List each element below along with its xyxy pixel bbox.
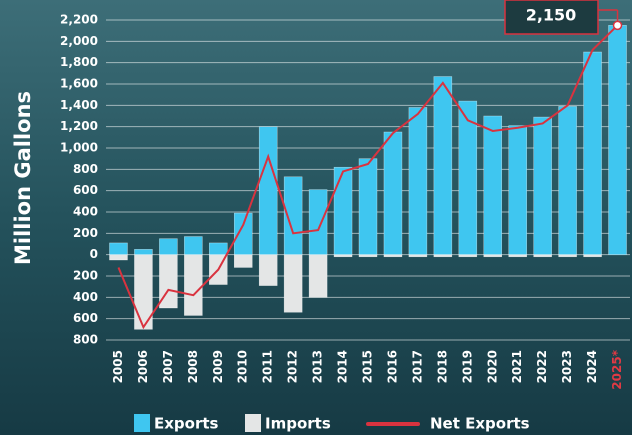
x-tick-label: 2018 [435, 350, 449, 383]
x-tick-label: 2017 [410, 350, 424, 383]
bar [284, 255, 302, 313]
annotation-point [614, 21, 622, 29]
legend-swatch [245, 414, 261, 432]
x-tick-label: 2006 [136, 350, 150, 383]
y-tick-label: 1,600 [60, 77, 98, 91]
bar [509, 126, 527, 255]
bar [234, 255, 252, 268]
x-tick-label: 2013 [311, 350, 325, 383]
bar [109, 243, 127, 255]
bar [159, 239, 177, 255]
y-tick-label: 1,200 [60, 119, 98, 133]
y-axis-title: Million Gallons [11, 91, 35, 265]
y-tick-label: 400 [73, 205, 98, 219]
y-tick-label: 800 [73, 162, 98, 176]
y-tick-label: 1,400 [60, 98, 98, 112]
legend-label: Exports [154, 415, 219, 433]
x-tick-label: 2020 [485, 350, 499, 383]
x-tick-label: 2009 [211, 350, 225, 383]
bar [334, 255, 352, 257]
bar [534, 255, 552, 257]
bar [584, 52, 602, 255]
bar [559, 255, 577, 257]
bar [434, 77, 452, 255]
bar [459, 101, 477, 255]
x-tick-label: 2008 [186, 350, 200, 383]
y-tick-label: 600 [73, 183, 98, 197]
x-tick-label: 2019 [460, 350, 474, 383]
bar [359, 255, 377, 257]
bar [384, 132, 402, 255]
bar [259, 255, 277, 286]
bar [459, 255, 477, 257]
x-tick-label: 2012 [286, 350, 300, 383]
bar [559, 106, 577, 254]
y-tick-label: 200 [73, 269, 98, 283]
bar [234, 213, 252, 255]
x-tick-label: 2014 [336, 350, 350, 383]
x-tick-label: 2011 [261, 350, 275, 383]
bar [534, 117, 552, 255]
legend-swatch [134, 414, 150, 432]
legend-label: Imports [265, 415, 331, 433]
y-tick-label: 0 [90, 247, 98, 261]
x-tick-label: 2025* [610, 349, 624, 389]
bar [484, 116, 502, 255]
bar [109, 255, 127, 260]
y-tick-label: 600 [73, 311, 98, 325]
bar [209, 243, 227, 255]
x-tick-label: 2024 [585, 350, 599, 383]
x-tick-label: 2010 [236, 350, 250, 383]
x-tick-label: 2021 [510, 350, 524, 383]
x-tick-label: 2023 [560, 350, 574, 383]
bar [384, 255, 402, 257]
bar [434, 255, 452, 257]
bar [184, 255, 202, 316]
bar [359, 159, 377, 255]
x-tick-label: 2005 [111, 350, 125, 383]
bar [484, 255, 502, 257]
chart: Million Gallons 2,200 2,000 1,800 1,600 1,40… [0, 0, 632, 435]
bar [409, 255, 427, 257]
data-label: 2,150 [526, 6, 577, 25]
bar [309, 255, 327, 298]
x-tick-label: 2015 [361, 350, 375, 383]
bar [409, 107, 427, 254]
bar [584, 255, 602, 257]
y-tick-label: 2,000 [60, 34, 98, 48]
y-tick-label: 200 [73, 226, 98, 240]
x-tick-label: 2007 [161, 350, 175, 383]
bar [184, 237, 202, 255]
bar [509, 255, 527, 257]
x-tick-label: 2016 [385, 350, 399, 383]
bar [259, 127, 277, 255]
bar [609, 25, 627, 254]
bar [134, 249, 152, 254]
bar [309, 190, 327, 255]
y-tick-label: 1,000 [60, 141, 98, 155]
x-tick-label: 2022 [535, 350, 549, 383]
y-tick-label: 400 [73, 290, 98, 304]
y-tick-label: 1,800 [60, 55, 98, 69]
y-tick-label: 800 [73, 333, 98, 347]
bar [334, 167, 352, 254]
legend-label: Net Exports [430, 415, 530, 433]
y-tick-label: 2,200 [60, 13, 98, 27]
